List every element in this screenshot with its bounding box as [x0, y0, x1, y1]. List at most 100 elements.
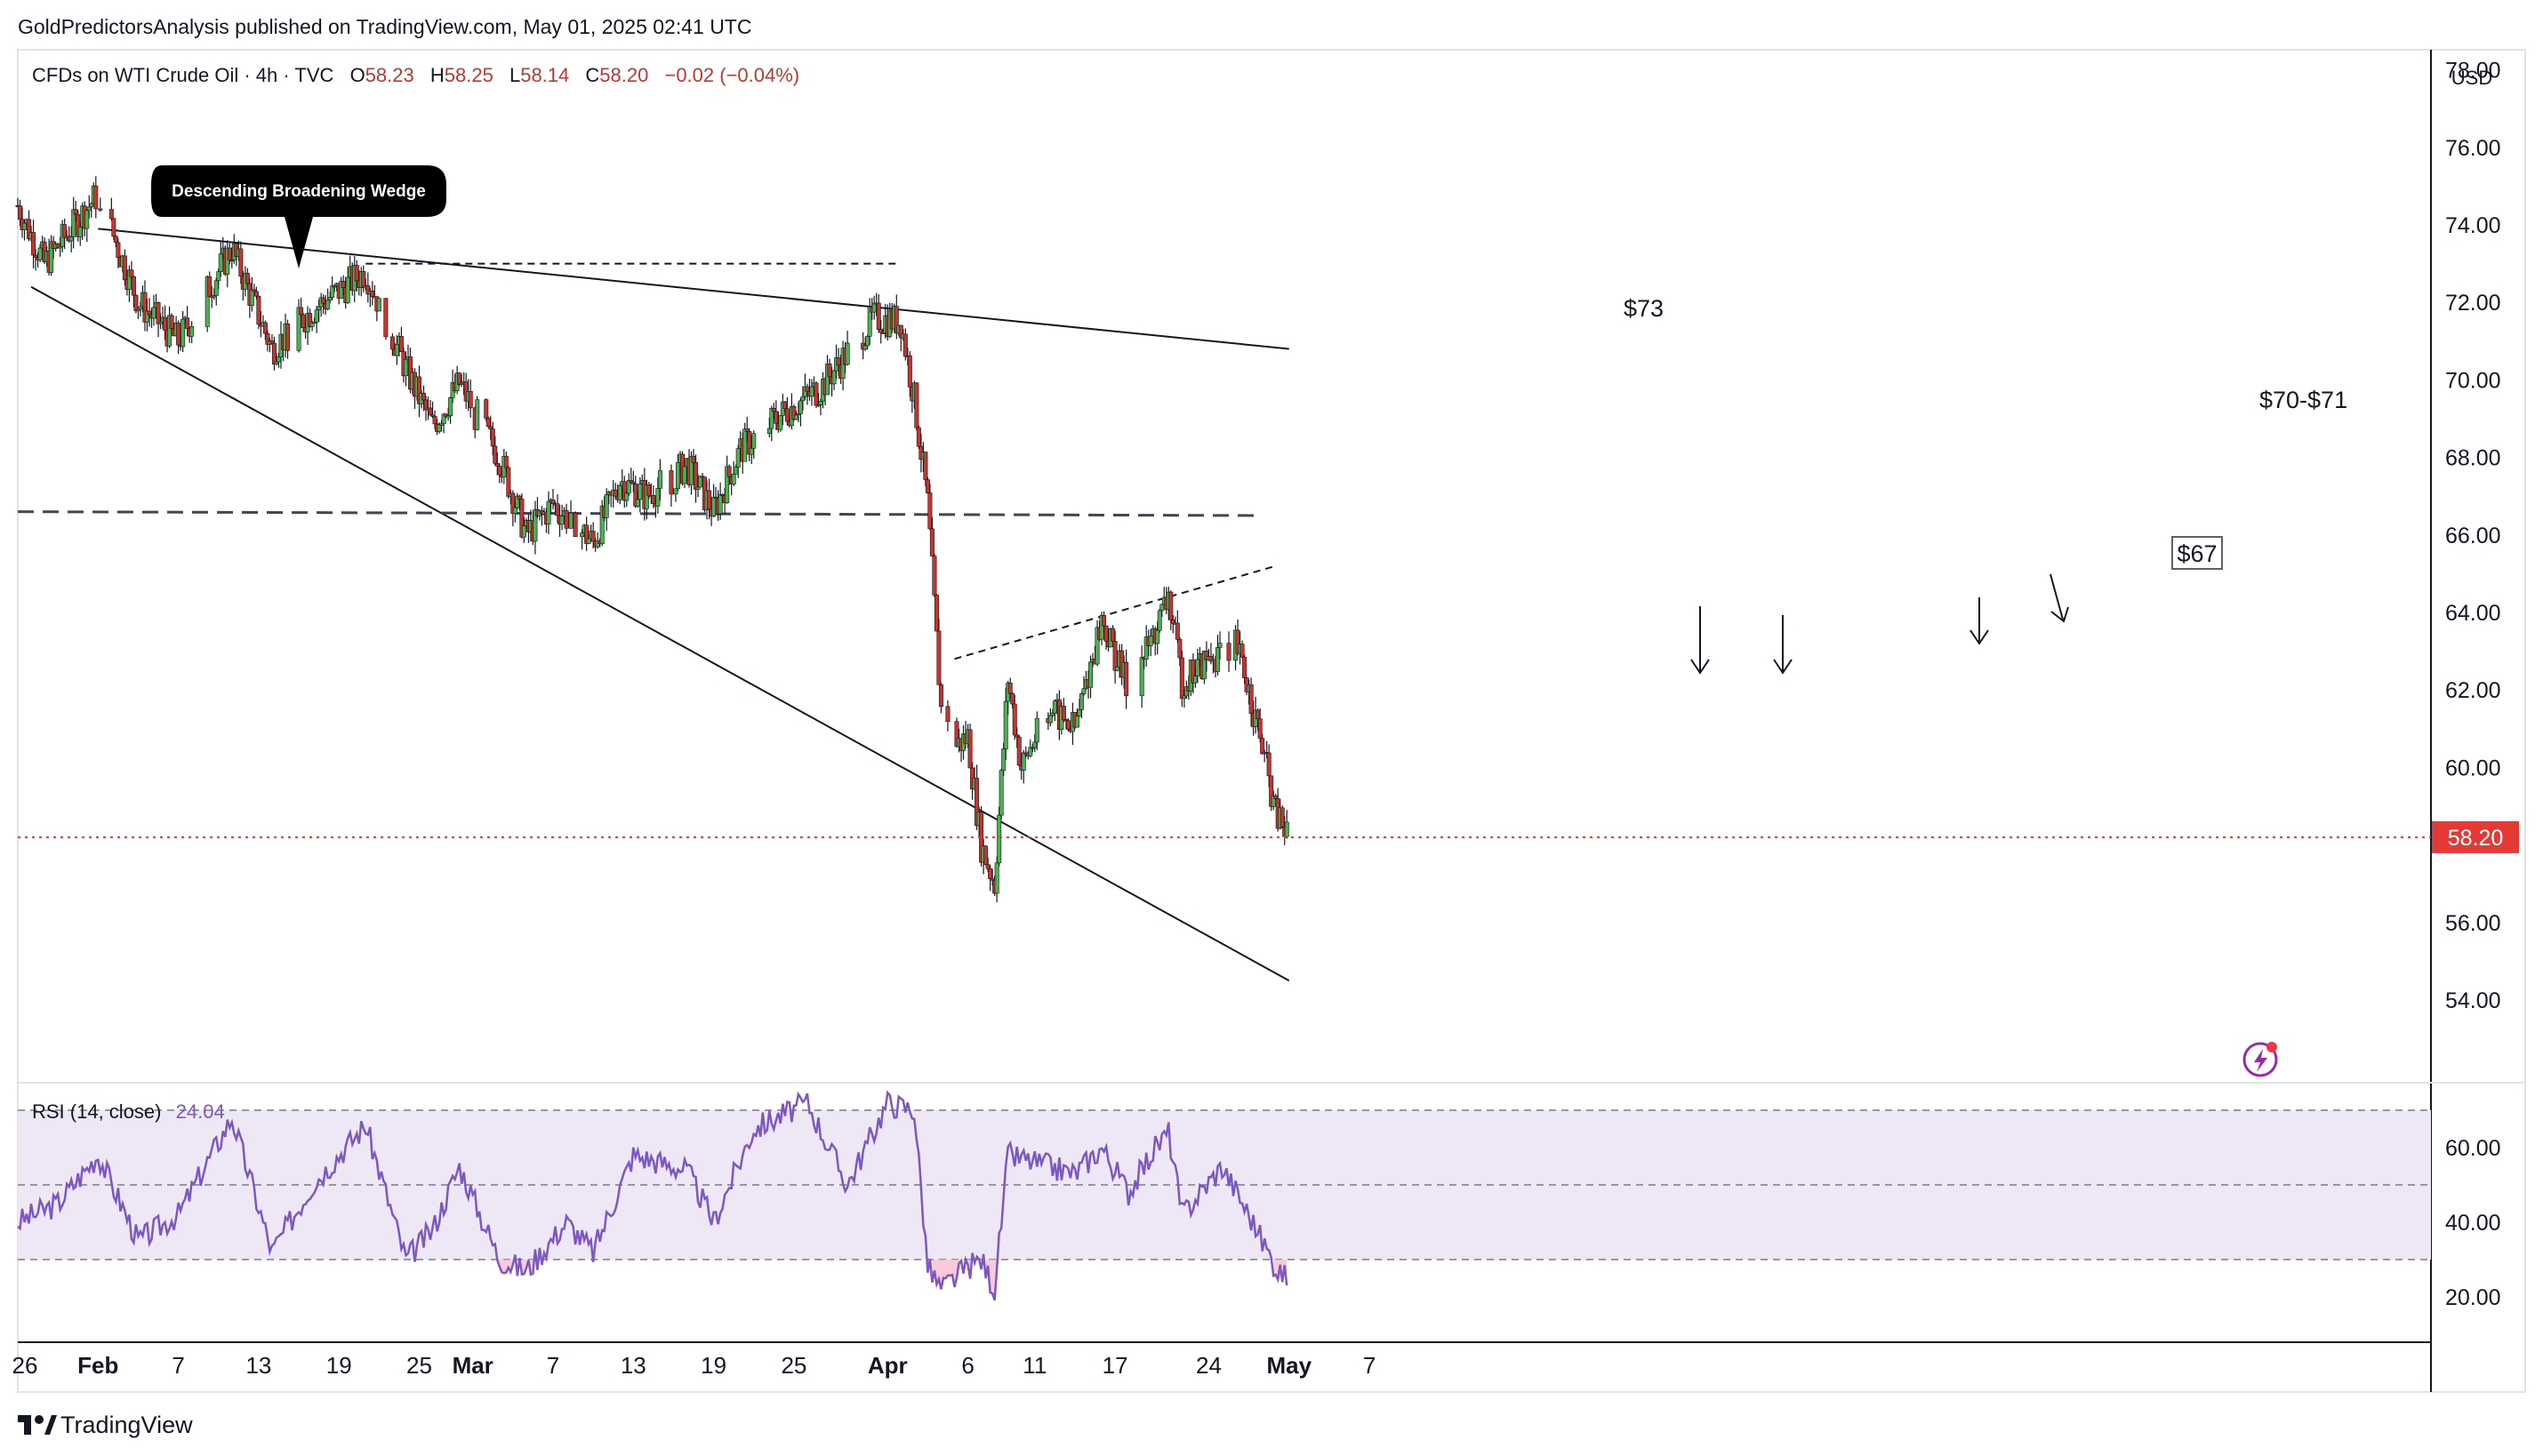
- level-73-label: $73: [1624, 295, 1664, 322]
- candle-body: [1111, 628, 1116, 642]
- lightning-alert-icon[interactable]: [2242, 1042, 2278, 1077]
- time-tick-label: 11: [1023, 1352, 1047, 1379]
- candle-body: [731, 474, 736, 484]
- candle-body: [698, 476, 703, 488]
- symbol-legend[interactable]: CFDs on WTI Crude Oil · 4h · TVC O58.23 …: [32, 64, 799, 86]
- candle-body: [218, 253, 223, 272]
- candle-body: [613, 489, 618, 497]
- candle-body: [227, 247, 232, 260]
- candle-body: [550, 500, 556, 505]
- candle-body: [111, 218, 116, 237]
- candle-body: [1065, 720, 1071, 730]
- candle-body: [945, 706, 951, 723]
- candle-body: [269, 340, 275, 344]
- candle-body: [751, 433, 757, 449]
- candle-body: [1159, 604, 1165, 612]
- rsi-tick-label: 60.00: [2445, 1136, 2501, 1161]
- candle-body: [805, 386, 810, 392]
- candle-body: [766, 428, 772, 435]
- candle-body: [1139, 657, 1144, 697]
- candle-body: [383, 298, 389, 338]
- candle-body: [726, 466, 732, 477]
- svg-text:RSI (14, close) 24.04: RSI (14, close) 24.04: [32, 1100, 225, 1123]
- candle-body: [468, 390, 473, 409]
- candle-body: [296, 307, 301, 351]
- candle-body: [341, 281, 346, 288]
- time-tick-label: 6: [961, 1352, 974, 1379]
- candle-body: [718, 494, 723, 515]
- candle-body: [1015, 734, 1020, 738]
- candle-body: [1273, 795, 1279, 799]
- pattern-label: Descending Broadening Wedge: [172, 182, 426, 201]
- candle-body: [865, 336, 870, 347]
- candle-body: [1266, 752, 1272, 777]
- arrow-down-2: [1773, 615, 1793, 675]
- candle-body: [1016, 736, 1022, 766]
- candle-body: [493, 445, 498, 464]
- price-tick-label: 60.00: [2445, 756, 2501, 780]
- candle-body: [327, 297, 333, 301]
- rsi-legend[interactable]: RSI (14, close) 24.04: [32, 1100, 225, 1123]
- candle-body: [923, 452, 928, 480]
- candle-body: [1079, 693, 1084, 710]
- candle-body: [403, 358, 408, 377]
- candle-body: [33, 254, 38, 258]
- candle-body: [485, 418, 491, 428]
- candle-body: [213, 280, 219, 296]
- candle-body: [657, 470, 662, 489]
- candle-body: [1248, 684, 1254, 714]
- candle-body: [894, 306, 899, 334]
- candle-body: [814, 382, 819, 406]
- candle-body: [394, 344, 399, 356]
- candle-body: [1112, 641, 1118, 671]
- tradingview-logo[interactable]: TradingView: [18, 1412, 193, 1438]
- candle-body: [630, 482, 636, 484]
- candle-body: [793, 414, 798, 420]
- candle-body: [1195, 659, 1200, 676]
- candle-body: [1081, 688, 1087, 694]
- candle-body: [506, 467, 511, 497]
- candle-body: [555, 503, 560, 516]
- candle-body: [345, 276, 350, 303]
- trendline-rising-resistance: [954, 564, 1276, 660]
- candle-body: [1255, 709, 1261, 719]
- candle-body: [249, 289, 254, 306]
- price-axis[interactable]: 78.00 76.00 74.00 72.00 70.00 68.00 66.00 64.00…: [2445, 59, 2501, 1013]
- candle-body: [988, 868, 993, 879]
- candle-body: [694, 462, 699, 490]
- candles: [15, 176, 1289, 903]
- time-tick-label: 13: [621, 1352, 646, 1379]
- arrow-down-1: [1690, 606, 1710, 675]
- candle-body: [497, 466, 502, 476]
- candle-body: [325, 300, 331, 309]
- candle-body: [774, 411, 779, 424]
- candle-body: [818, 401, 823, 405]
- candle-body: [827, 364, 832, 378]
- open-label: O: [350, 64, 365, 86]
- candle-body: [22, 222, 28, 230]
- candle-body: [1102, 615, 1107, 627]
- candle-body: [878, 329, 884, 333]
- arrows: [1690, 573, 2069, 675]
- last-price-tag: [2432, 820, 2519, 853]
- candle-body: [655, 488, 661, 507]
- candle-body: [274, 361, 279, 365]
- candle-body: [176, 323, 181, 346]
- candle-body: [624, 492, 630, 501]
- candle-body: [256, 295, 261, 325]
- rsi-axis[interactable]: 60.00 40.00 20.00: [2445, 1136, 2501, 1310]
- candle-body: [68, 236, 74, 242]
- candle-body: [1170, 619, 1175, 624]
- candle-body: [253, 291, 259, 297]
- time-axis[interactable]: 26 Feb 7 13 19 25 Mar 7 13 19 25 Apr 6 11 17 24 May 7: [12, 1352, 1376, 1379]
- candle-body: [573, 512, 578, 538]
- candle-body: [503, 456, 509, 468]
- svg-text:CFDs on WTI Crude Oil · 4h · T: CFDs on WTI Crude Oil · 4h · TVC O58.23 …: [32, 64, 799, 86]
- candle-body: [189, 326, 195, 337]
- price-tick-label: 62.00: [2445, 678, 2501, 703]
- published-caption: GoldPredictorsAnalysis published on Trad…: [18, 15, 751, 38]
- candle-body: [735, 448, 741, 468]
- candle-body: [744, 428, 750, 432]
- candle-body: [180, 318, 186, 348]
